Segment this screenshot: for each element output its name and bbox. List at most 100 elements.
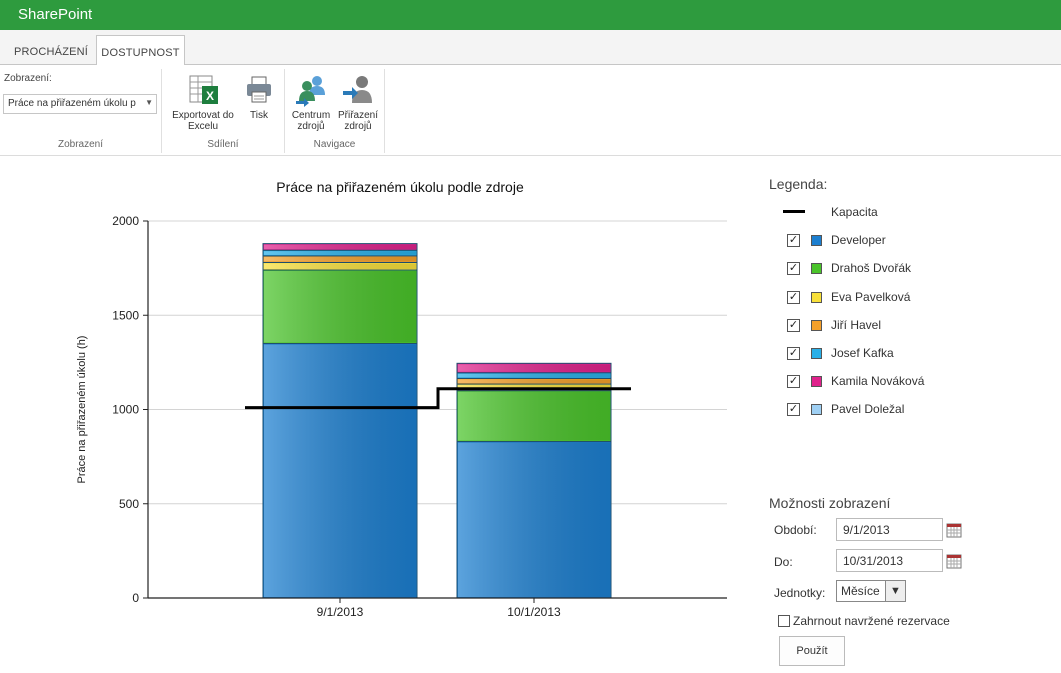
group-label-nav: Navigace: [313, 139, 356, 150]
options-title: Možnosti zobrazení: [769, 495, 891, 511]
calendar-icon[interactable]: [946, 522, 962, 538]
svg-text:X: X: [206, 89, 214, 103]
display-options-panel: Možnosti zobrazení Období: 9/1/2013 Do: …: [769, 495, 1049, 666]
bar-shade: [264, 263, 416, 270]
include-proposed-checkbox[interactable]: [778, 615, 790, 627]
y-tick-label: 1000: [112, 403, 139, 417]
units-label: Jednotky:: [774, 586, 826, 600]
y-tick-label: 0: [132, 591, 139, 605]
legend-capacity-label: Kapacita: [831, 205, 878, 219]
legend-label: Kamila Nováková: [831, 374, 925, 389]
ribbon: Zobrazení: Práce na přiřazeném úkolu p ▼…: [0, 65, 1061, 156]
legend-item: ✓ Jiří Havel: [769, 313, 1049, 341]
legend-checkbox[interactable]: ✓: [787, 262, 800, 276]
bar-shade: [458, 442, 610, 597]
legend-label: Jiří Havel: [831, 317, 882, 332]
x-tick-label: 10/1/2013: [507, 605, 561, 619]
legend-item: ✓ Kamila Nováková: [769, 369, 1049, 397]
legend-swatch: [811, 263, 822, 275]
to-label: Do:: [774, 555, 793, 569]
bar-shade: [458, 364, 610, 372]
y-axis-label: Práce na přiřazeném úkolu (h): [76, 336, 88, 484]
bar-shade: [458, 391, 610, 441]
tab-availability[interactable]: DOSTUPNOST: [96, 35, 185, 66]
resource-assignments-button[interactable]: Přiřazení zdrojů: [335, 73, 381, 132]
legend-title: Legenda:: [769, 176, 828, 192]
view-select-value: Práce na přiřazeném úkolu p: [8, 98, 136, 109]
assignments-label-1: Přiřazení: [337, 110, 378, 121]
units-select[interactable]: Měsíce ▼: [836, 580, 906, 602]
chevron-down-icon: ▼: [885, 581, 905, 601]
legend-checkbox[interactable]: ✓: [787, 318, 800, 332]
x-tick-label: 9/1/2013: [317, 605, 364, 619]
work-chart: Práce na přiřazeném úkolu podle zdroje Pr…: [60, 168, 740, 628]
legend-swatch: [811, 347, 822, 359]
legend-label: Developer: [831, 233, 886, 248]
y-tick-label: 500: [119, 497, 139, 511]
view-select[interactable]: Práce na přiřazeném úkolu p ▼: [3, 94, 157, 114]
legend-item: ✓ Drahoš Dvořák: [769, 256, 1049, 284]
legend-swatch: [811, 404, 822, 416]
legend-checkbox[interactable]: ✓: [787, 346, 800, 360]
legend-label: Pavel Doležal: [831, 402, 905, 417]
print-label: Tisk: [250, 110, 268, 121]
legend-checkbox[interactable]: ✓: [787, 290, 800, 304]
legend-panel: Legenda: Kapacita ✓ Developer ✓ Drahoš Dvoř…: [769, 176, 1049, 426]
legend-swatch: [811, 235, 822, 247]
printer-icon: [247, 76, 271, 103]
resource-center-label-1: Centrum: [291, 110, 331, 121]
capacity-line: [245, 387, 631, 410]
legend-label: Drahoš Dvořák: [831, 261, 912, 276]
calendar-icon[interactable]: [946, 553, 962, 569]
ribbon-tabs: PROCHÁZENÍ DOSTUPNOST: [0, 30, 1061, 66]
legend-swatch: [811, 319, 822, 331]
export-label-2: Excelu: [187, 121, 218, 132]
export-excel-button[interactable]: X Exportovat do Excelu: [166, 73, 240, 132]
tab-browse[interactable]: PROCHÁZENÍ: [13, 46, 89, 58]
bar-shade: [458, 379, 610, 384]
resource-center-label-2: zdrojů: [297, 121, 325, 132]
legend-checkbox[interactable]: ✓: [787, 375, 800, 389]
ribbon-group-view: Zobrazení: Práce na přiřazeném úkolu p ▼…: [0, 69, 162, 153]
apply-button[interactable]: Použít: [779, 636, 845, 666]
people-icon: [296, 76, 325, 107]
person-arrow-icon: [343, 76, 372, 103]
legend-item: ✓ Eva Pavelková: [769, 285, 1049, 313]
capacity-line-swatch: [783, 210, 805, 213]
ribbon-group-share: X Exportovat do Excelu Tisk Sdílení: [162, 69, 285, 153]
legend-checkbox[interactable]: ✓: [787, 234, 800, 248]
legend-swatch: [811, 376, 822, 388]
export-label-1: Exportovat do: [172, 110, 234, 121]
bar-shade: [264, 271, 416, 343]
bar-shade: [264, 344, 416, 597]
legend-checkbox[interactable]: ✓: [787, 403, 800, 417]
legend-label: Eva Pavelková: [831, 289, 911, 304]
resource-center-button[interactable]: Centrum zdrojů: [289, 73, 333, 132]
legend-item: ✓ Josef Kafka: [769, 341, 1049, 369]
assignments-label-2: zdrojů: [344, 121, 372, 132]
y-tick-label: 1500: [112, 308, 139, 322]
ribbon-group-nav: Centrum zdrojů Přiřazení zdrojů Navigace: [285, 69, 385, 153]
group-label-share: Sdílení: [207, 139, 239, 150]
chart-title: Práce na přiřazeném úkolu podle zdroje: [276, 179, 524, 195]
y-tick-label: 2000: [112, 214, 139, 228]
legend-item: ✓ Pavel Doležal: [769, 397, 1049, 425]
app-title[interactable]: SharePoint: [18, 6, 93, 23]
group-label-view: Zobrazení: [57, 139, 104, 150]
include-proposed-label: Zahrnout navržené rezervace: [793, 614, 950, 628]
excel-icon: X: [189, 75, 218, 104]
bar-shade: [264, 244, 416, 250]
print-button[interactable]: Tisk: [242, 73, 276, 121]
to-date-input[interactable]: 10/31/2013: [836, 549, 943, 572]
bar-shade: [264, 251, 416, 255]
bar-shade: [458, 373, 610, 378]
legend-item-capacity: Kapacita: [769, 200, 1049, 228]
chart-canvas: Práce na přiřazeném úkolu podle zdroje Pr…: [76, 179, 727, 619]
from-label: Období:: [774, 523, 817, 537]
from-date-input[interactable]: 9/1/2013: [836, 518, 943, 541]
suite-bar: SharePoint: [0, 0, 1061, 30]
bar-shade: [264, 256, 416, 262]
chevron-down-icon: ▼: [145, 98, 153, 107]
units-value: Měsíce: [841, 584, 880, 598]
legend-swatch: [811, 291, 822, 303]
